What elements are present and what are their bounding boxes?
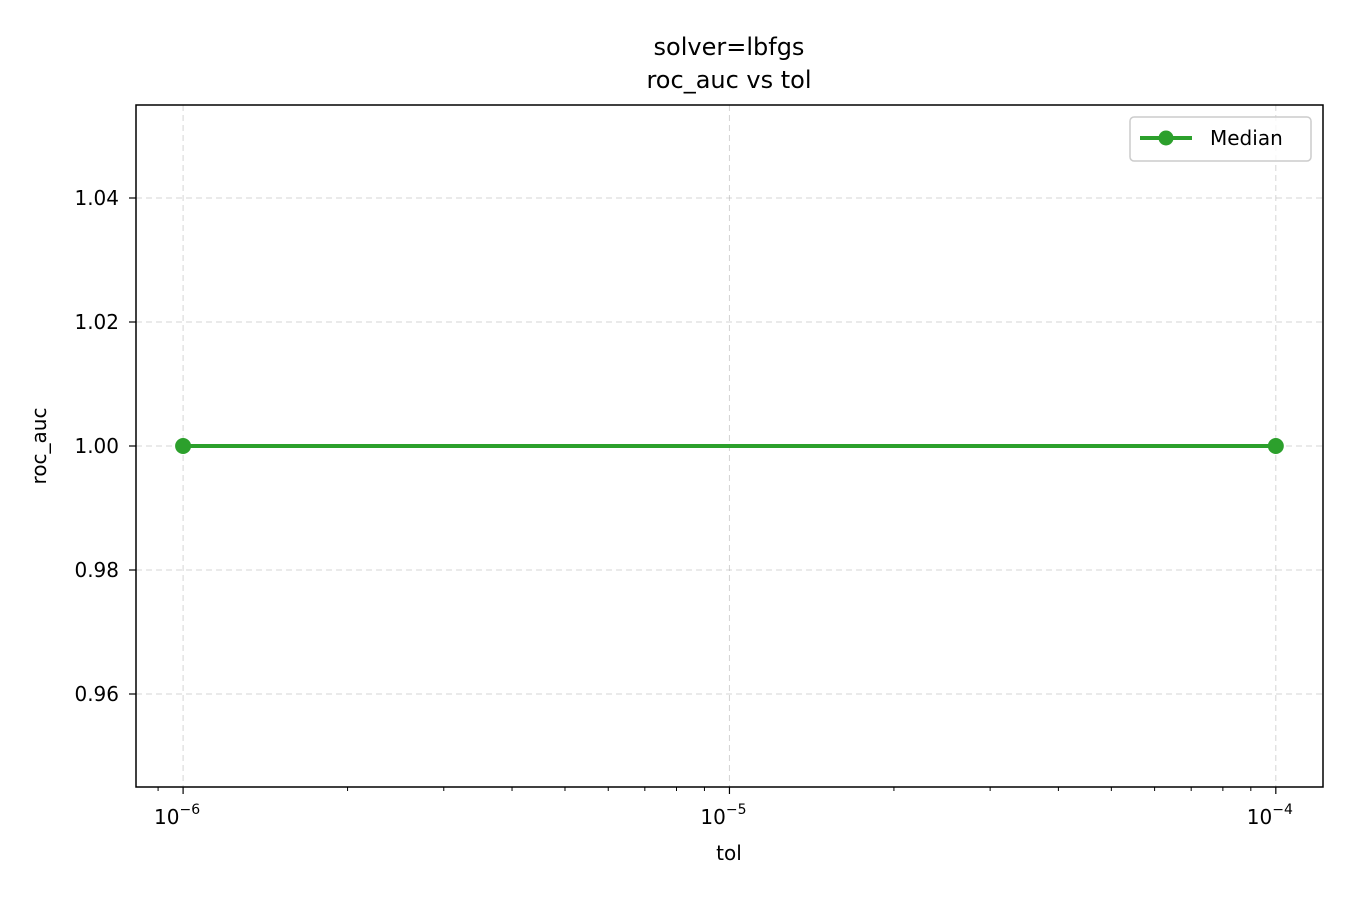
legend-label-median: Median [1210, 126, 1283, 150]
legend-box [1129, 116, 1312, 162]
y-tick-label: 1.04 [74, 186, 119, 210]
data-series [175, 438, 1284, 454]
y-tick-label: 1.00 [74, 434, 119, 458]
chart-title-line1: solver=lbfgs [654, 33, 805, 61]
y-tick-label: 0.96 [74, 682, 119, 706]
data-point [1267, 438, 1284, 454]
x-tick-label: 10−4 [1247, 802, 1293, 829]
x-tick-label: 10−6 [154, 802, 200, 829]
axis-ticks: 0.96 0.98 1.00 1.02 1.04 10−6 10−5 10−4 [74, 186, 1292, 829]
x-tick-label: 10−5 [700, 802, 746, 829]
y-tick-label: 0.98 [74, 558, 119, 582]
x-axis-label: tol [716, 841, 742, 865]
chart-title-line2: roc_auc vs tol [646, 66, 811, 94]
data-point [175, 438, 192, 454]
y-tick-label: 1.02 [74, 310, 119, 334]
legend: Median [1129, 116, 1312, 162]
y-axis-label: roc_auc [27, 408, 51, 485]
legend-marker-icon [1158, 130, 1174, 146]
